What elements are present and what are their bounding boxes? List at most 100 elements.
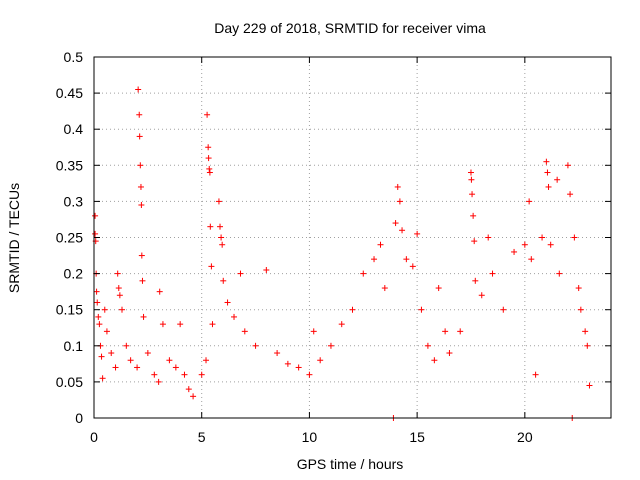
- data-point: [140, 313, 147, 320]
- data-point: [468, 176, 475, 183]
- data-point: [511, 248, 518, 255]
- data-point: [478, 292, 485, 299]
- data-point: [431, 357, 438, 364]
- data-points: [92, 86, 593, 421]
- data-point: [209, 321, 216, 328]
- data-point: [577, 306, 584, 313]
- data-point: [295, 364, 302, 371]
- data-point: [584, 342, 591, 349]
- data-point: [470, 212, 477, 219]
- data-point: [138, 252, 145, 259]
- data-point: [306, 371, 313, 378]
- data-point: [155, 378, 162, 385]
- data-point: [96, 321, 103, 328]
- data-point: [93, 288, 100, 295]
- data-point: [203, 357, 210, 364]
- data-point: [521, 241, 528, 248]
- data-point: [241, 328, 248, 335]
- data-point: [127, 357, 134, 364]
- data-point: [575, 285, 582, 292]
- data-point: [185, 386, 192, 393]
- x-tick-labels: 0 5 10 15 20: [90, 429, 533, 445]
- y-tick-label: 0.25: [56, 230, 83, 246]
- x-tick-label: 5: [198, 429, 206, 445]
- data-point: [396, 198, 403, 205]
- data-point: [472, 277, 479, 284]
- data-point: [115, 285, 122, 292]
- data-point: [137, 183, 144, 190]
- data-point: [381, 285, 388, 292]
- data-point: [424, 342, 431, 349]
- data-point: [205, 144, 212, 151]
- data-point: [190, 393, 197, 400]
- data-point: [532, 371, 539, 378]
- y-tick-label: 0.45: [56, 85, 83, 101]
- data-point: [92, 230, 99, 237]
- data-point: [586, 382, 593, 389]
- data-point: [136, 133, 143, 140]
- data-point: [177, 321, 184, 328]
- x-tick-label: 20: [517, 429, 533, 445]
- data-point: [151, 371, 158, 378]
- data-point: [198, 371, 205, 378]
- data-point: [159, 321, 166, 328]
- grid: [94, 57, 611, 418]
- data-point: [206, 169, 213, 176]
- y-tick-label: 0: [75, 410, 83, 426]
- data-point: [137, 162, 144, 169]
- data-point: [135, 86, 142, 93]
- data-point: [172, 364, 179, 371]
- data-point: [263, 266, 270, 273]
- data-point: [108, 350, 115, 357]
- data-point: [394, 183, 401, 190]
- data-point: [469, 191, 476, 198]
- data-point: [123, 342, 130, 349]
- data-point: [571, 234, 578, 241]
- y-tick-label: 0.15: [56, 302, 83, 318]
- data-point: [418, 306, 425, 313]
- data-point: [252, 342, 259, 349]
- y-axis-label: SRMTID / TECUs: [6, 183, 22, 293]
- data-point: [218, 234, 225, 241]
- y-tick-label: 0.2: [64, 266, 84, 282]
- data-point: [119, 306, 126, 313]
- data-point: [392, 220, 399, 227]
- data-point: [360, 270, 367, 277]
- data-point: [317, 357, 324, 364]
- data-point: [556, 270, 563, 277]
- x-tick-label: 10: [302, 429, 318, 445]
- data-point: [92, 212, 99, 219]
- data-point: [139, 277, 146, 284]
- data-point: [114, 270, 121, 277]
- y-tick-label: 0.5: [64, 49, 84, 65]
- data-point: [116, 292, 123, 299]
- data-point: [471, 238, 478, 245]
- y-tick-labels: 0 0.05 0.1 0.15 0.2 0.25 0.3 0.35 0.4 0.45 0.5: [56, 49, 83, 426]
- plot-frame: [93, 56, 612, 419]
- data-point: [138, 202, 145, 209]
- data-point: [457, 328, 464, 335]
- data-point: [310, 328, 317, 335]
- data-point: [403, 256, 410, 263]
- x-axis-label: GPS time / hours: [297, 456, 404, 472]
- data-point: [224, 299, 231, 306]
- x-tick-label: 15: [409, 429, 425, 445]
- data-point: [208, 263, 215, 270]
- data-point: [181, 371, 188, 378]
- y-tick-label: 0.1: [64, 338, 84, 354]
- data-point: [547, 241, 554, 248]
- data-point: [371, 256, 378, 263]
- data-point: [485, 234, 492, 241]
- data-point: [544, 169, 551, 176]
- data-point: [207, 223, 214, 230]
- data-point: [205, 155, 212, 162]
- x-tick-label: 0: [90, 429, 98, 445]
- data-point: [539, 234, 546, 241]
- data-point: [144, 350, 151, 357]
- data-point: [409, 263, 416, 270]
- data-point: [156, 288, 163, 295]
- data-point: [349, 306, 356, 313]
- data-point: [98, 353, 105, 360]
- data-point: [204, 111, 211, 118]
